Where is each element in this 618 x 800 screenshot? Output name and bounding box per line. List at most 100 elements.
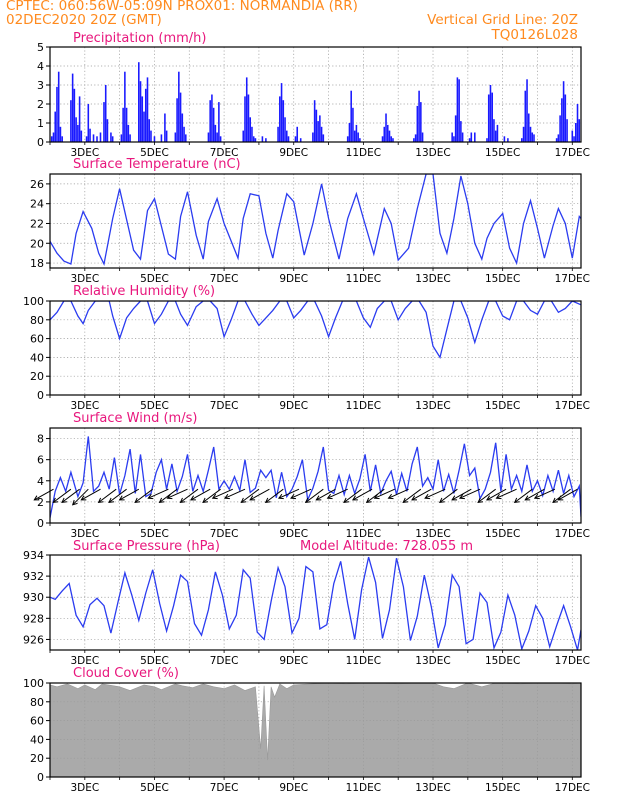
wind-direction-arrow [343, 488, 362, 504]
wind-direction-arrow [304, 488, 324, 504]
precip-bar [489, 85, 492, 142]
wind-ytick-label: 0 [37, 517, 44, 530]
rh-xtick-label: 13DEC [415, 400, 450, 412]
rh-ytick-label: 40 [30, 351, 44, 364]
pressure-xtick-label: 11DEC [346, 655, 381, 667]
rh-ytick-label: 80 [30, 314, 44, 327]
precip-bar [77, 124, 79, 142]
wind-direction-arrow [315, 488, 336, 501]
precip-bar [110, 132, 112, 142]
wind-direction-arrow [387, 488, 409, 500]
cloud-ytick-label: 60 [30, 715, 44, 728]
pressure-series-line [50, 556, 581, 650]
precip-xtick-label: 13DEC [415, 147, 450, 159]
cloud-cover-area [49, 682, 582, 778]
precip-bar [251, 126, 253, 142]
cloud-ytick-label: 0 [37, 771, 44, 784]
pressure-xtick-label: 3DEC [70, 655, 99, 667]
precip-bar [470, 132, 473, 142]
precip-bar [385, 113, 387, 142]
precip-ytick-label: 1 [37, 117, 44, 130]
precip-bar [299, 138, 302, 142]
precip-xtick-label: 3DEC [70, 147, 99, 159]
rh-xtick-label: 15DEC [485, 400, 520, 412]
precip-bar [80, 130, 83, 142]
precip-bar [78, 96, 81, 142]
pressure-xtick-label: 5DEC [140, 655, 169, 667]
wind-xtick-label: 7DEC [210, 528, 239, 540]
precip-bar [54, 111, 57, 142]
temp-vertical-grid [84, 174, 573, 268]
wind-direction-arrow [108, 488, 127, 504]
precip-bar [317, 121, 319, 142]
precip-bar [103, 102, 105, 142]
temp-ytick-label: 20 [30, 237, 44, 250]
precip-bar [451, 132, 453, 142]
precip-bar [70, 100, 72, 142]
cloud-panel [46, 682, 582, 780]
wind-direction-arrow [202, 488, 221, 504]
precip-bar [164, 113, 166, 142]
wind-direction-arrow [524, 488, 545, 501]
precip-bar [75, 117, 77, 142]
precip-xtick-label: 11DEC [346, 147, 381, 159]
temp-xtick-label: 15DEC [485, 273, 520, 285]
precip-bar [287, 136, 290, 142]
wind-direction-arrow [134, 488, 153, 504]
precip-bar [531, 132, 534, 142]
precip-bar [460, 121, 462, 142]
precip-bar [571, 130, 574, 142]
precip-ytick-label: 4 [37, 60, 44, 73]
wind-direction-arrow [552, 488, 571, 504]
wind-direction-arrow [424, 488, 446, 500]
precip-bar [261, 136, 264, 142]
cloud-ytick-label: 80 [30, 696, 44, 709]
wind-vertical-grid [84, 428, 573, 523]
temp-xtick-label: 9DEC [279, 273, 308, 285]
precip-bar [458, 79, 460, 142]
precip-bar [143, 111, 145, 142]
precip-bar [219, 136, 222, 142]
temp-xtick-label: 3DEC [70, 273, 99, 285]
precip-bar [524, 90, 527, 142]
precip-bar [350, 90, 352, 142]
wind-direction-arrow [373, 488, 395, 500]
cloud-xtick-label: 17DEC [555, 782, 590, 794]
precip-bar [106, 119, 109, 142]
wind-direction-arrow [326, 488, 348, 500]
cloud-xtick-label: 9DEC [279, 782, 308, 794]
precip-bar [176, 98, 178, 142]
cloud-xtick-label: 3DEC [70, 782, 99, 794]
precip-bar [89, 128, 91, 142]
precip-bar [573, 136, 575, 142]
precip-bar [181, 113, 184, 142]
precip-bar [315, 109, 318, 142]
precip-bar [529, 126, 532, 142]
cloud-xtick-label: 13DEC [415, 782, 450, 794]
precip-bar [87, 104, 90, 142]
precip-bar [574, 123, 577, 142]
precip-bar [503, 136, 506, 142]
cloud-xtick-label: 15DEC [485, 782, 520, 794]
wind-direction-arrow [451, 488, 472, 501]
precip-bar [421, 132, 424, 142]
cloud-xtick-label: 7DEC [210, 782, 239, 794]
wind-direction-arrow [438, 488, 458, 504]
precip-ytick-label: 0 [37, 136, 44, 149]
cloud-ytick-label: 100 [23, 677, 44, 690]
precip-bar [129, 134, 131, 142]
precip-bar [178, 71, 180, 142]
precip-bar [209, 100, 211, 142]
precip-bar [144, 88, 147, 142]
precip-bar [319, 115, 321, 142]
precip-bar [185, 134, 187, 142]
precip-bar [296, 126, 299, 142]
precip-bar [141, 96, 144, 142]
wind-direction-arrow [495, 488, 517, 500]
precip-bar [418, 90, 420, 142]
wind-direction-arrow [249, 488, 270, 501]
model-altitude-annotation: Model Altitude: 728.055 m [300, 539, 473, 554]
precip-bar [491, 92, 493, 142]
pressure-xtick-label: 13DEC [415, 655, 450, 667]
header-grid-line: Vertical Grid Line: 20Z [427, 12, 578, 28]
